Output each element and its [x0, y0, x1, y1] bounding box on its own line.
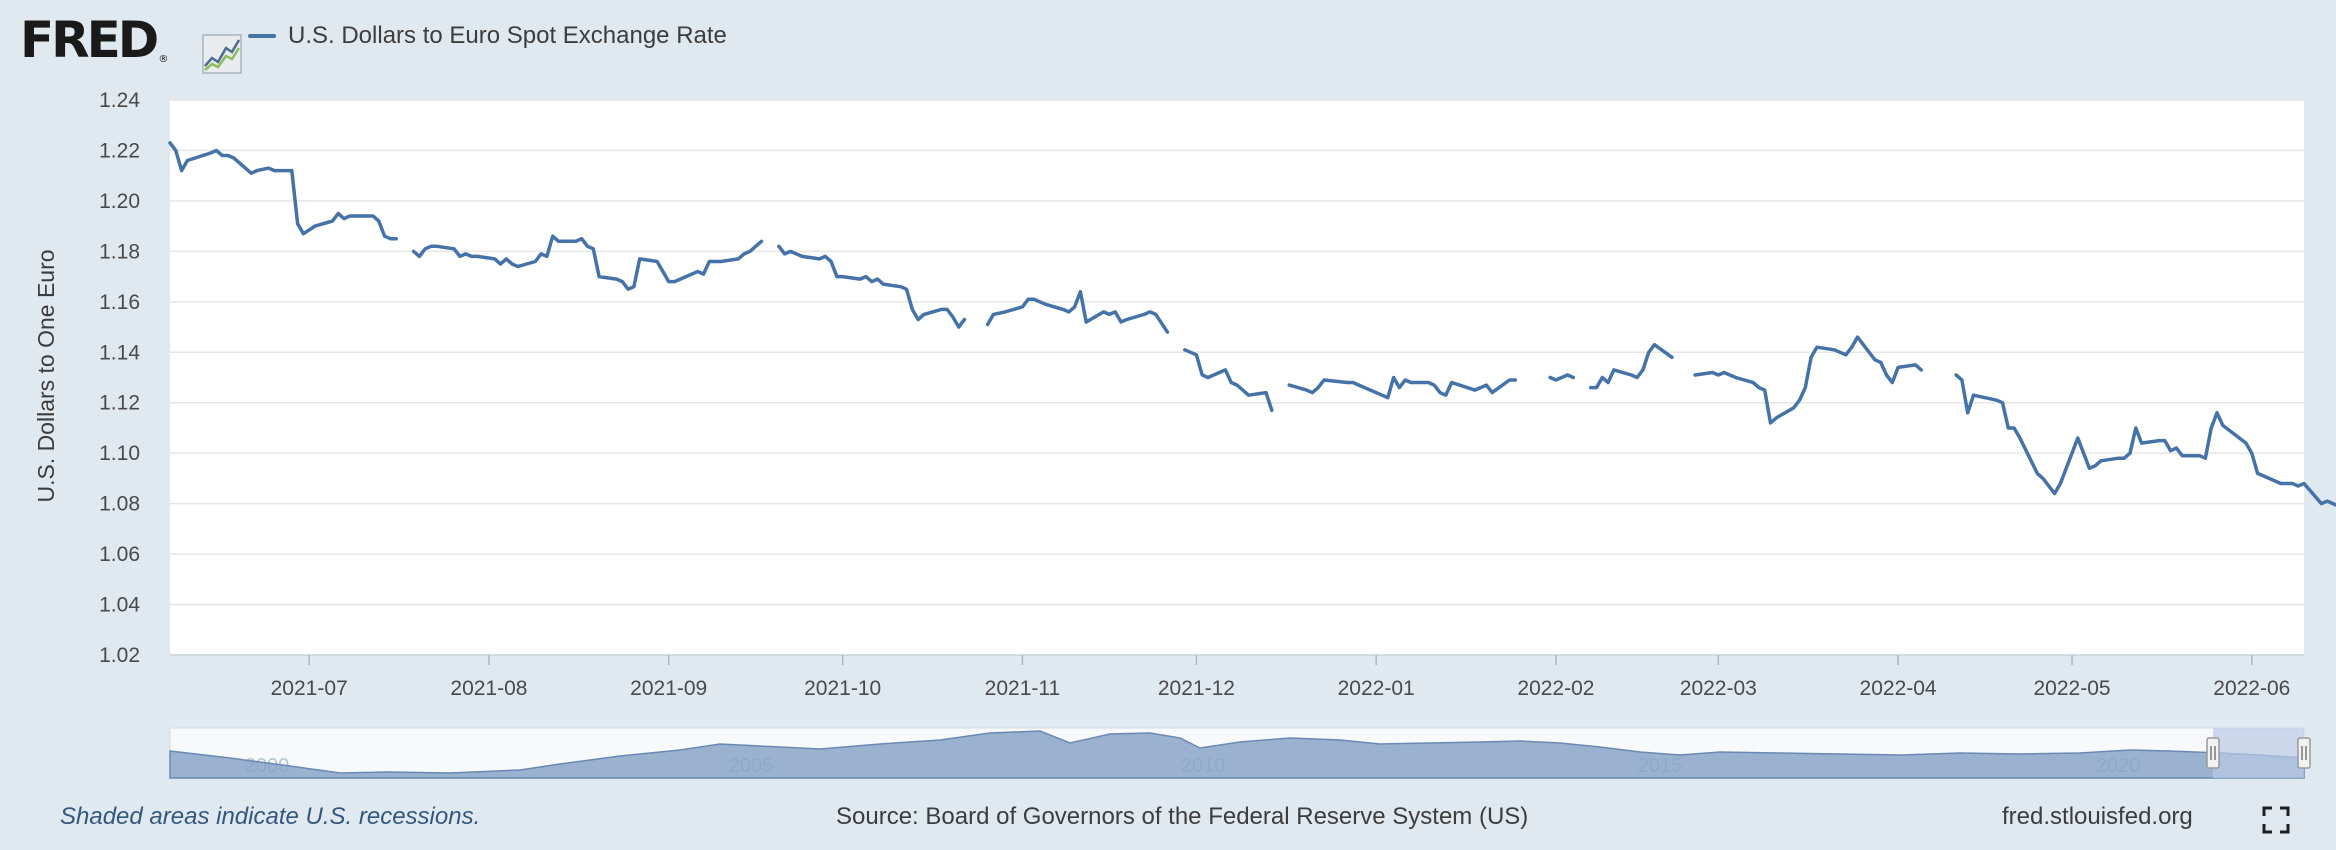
fred-graph-icon [202, 34, 242, 74]
x-tick-label: 2022-06 [2213, 677, 2290, 700]
navigator[interactable]: 20002005201020152020 [169, 727, 2311, 779]
series-line [1588, 342, 1674, 390]
navigator-selection[interactable] [2213, 728, 2304, 778]
y-axis-label: U.S. Dollars to One Euro [33, 249, 59, 502]
series-line [1693, 335, 1924, 425]
legend-swatch [248, 34, 276, 38]
x-tick-label: 2022-04 [1860, 677, 1937, 700]
y-tick-label: 1.14 [99, 341, 140, 364]
series-line [1954, 373, 2336, 507]
fullscreen-icon[interactable] [2262, 806, 2290, 834]
y-tick-label: 1.08 [99, 493, 140, 516]
source-note: Source: Board of Governors of the Federa… [836, 803, 1529, 830]
series-group [168, 141, 2336, 507]
navigator-series-area [169, 730, 2305, 779]
grid [170, 99, 2304, 656]
series-line [1287, 375, 1518, 400]
y-tick-label: 1.18 [99, 240, 140, 263]
x-tick-label: 2022-03 [1680, 677, 1757, 700]
y-tick-label: 1.12 [99, 392, 140, 415]
x-tick-label: 2021-12 [1158, 677, 1235, 700]
recession-note[interactable]: Shaded areas indicate U.S. recessions. [60, 803, 481, 830]
y-tick-label: 1.16 [99, 291, 140, 314]
x-tick-label: 2021-10 [804, 677, 881, 700]
navigator-left-handle[interactable] [2206, 737, 2220, 769]
y-tick-label: 1.20 [99, 190, 140, 213]
x-tick-label: 2021-08 [450, 677, 527, 700]
x-axis: 2021-07 2021-08 2021-09 2021-10 2021-11 2021-… [271, 655, 2290, 700]
fred-logo[interactable]: FRED ® [20, 11, 242, 74]
series-line [1183, 348, 1274, 413]
logo-text: FRED [20, 11, 159, 69]
y-tick-label: 1.10 [99, 442, 140, 465]
navigator-right-handle[interactable] [2297, 737, 2311, 769]
chart[interactable]: U.S. Dollars to One Euro 1.021.041.061.0… [0, 80, 2336, 790]
y-tick-label: 1.06 [99, 543, 140, 566]
series-line [777, 244, 967, 329]
y-tick-label: 1.04 [99, 594, 140, 617]
series-line [985, 289, 1170, 334]
series-line [1548, 373, 1576, 382]
series-line [168, 141, 398, 241]
x-tick-label: 2021-11 [985, 677, 1061, 700]
x-tick-label: 2021-07 [271, 677, 348, 700]
x-tick-label: 2022-05 [2034, 677, 2111, 700]
fred-url[interactable]: fred.stlouisfed.org [2002, 803, 2193, 830]
y-axis: 1.02 1.04 1.06 1.08 1.10 1.12 1.14 1.16 1.18 1.20… [99, 89, 140, 667]
x-tick-label: 2021-09 [630, 677, 707, 700]
plot-area [170, 100, 2304, 655]
legend-label: U.S. Dollars to Euro Spot Exchange Rate [288, 22, 727, 49]
series-line [411, 234, 764, 291]
x-tick-label: 2022-01 [1338, 677, 1415, 700]
y-tick-label: 1.22 [99, 139, 140, 162]
header: FRED ® U.S. Dollars to Euro Spot Exchang… [0, 0, 2336, 80]
x-tick-label: 2022-02 [1517, 677, 1594, 700]
logo-registered-mark: ® [158, 54, 169, 65]
y-tick-label: 1.02 [99, 644, 140, 667]
legend-item[interactable]: U.S. Dollars to Euro Spot Exchange Rate [248, 22, 727, 50]
y-tick-label: 1.24 [99, 89, 140, 112]
